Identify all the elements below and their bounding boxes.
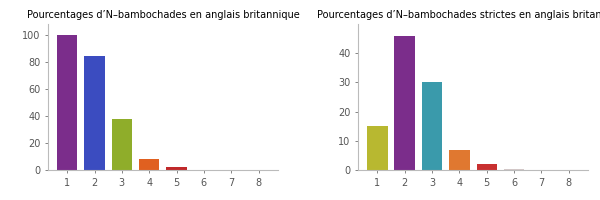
Bar bbox=[449, 150, 470, 170]
Bar bbox=[394, 36, 415, 170]
Bar bbox=[504, 169, 524, 170]
Title: Pourcentages d’N–bambochades strictes en anglais britannique: Pourcentages d’N–bambochades strictes en… bbox=[317, 10, 600, 20]
Bar bbox=[139, 159, 160, 170]
Title: Pourcentages d’N–bambochades en anglais britannique: Pourcentages d’N–bambochades en anglais … bbox=[26, 10, 299, 20]
Bar bbox=[476, 164, 497, 170]
Bar bbox=[112, 119, 132, 170]
Bar bbox=[84, 56, 105, 170]
Bar bbox=[367, 126, 388, 170]
Bar bbox=[166, 167, 187, 170]
Bar bbox=[422, 82, 442, 170]
Bar bbox=[57, 35, 77, 170]
